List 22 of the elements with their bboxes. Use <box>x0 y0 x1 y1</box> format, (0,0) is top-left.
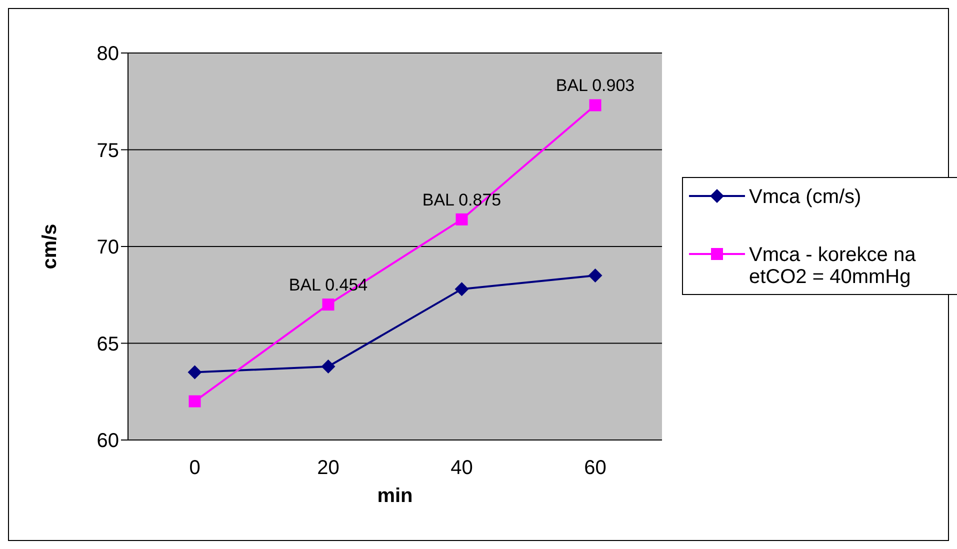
point <box>589 99 602 112</box>
y-axis-title: cm/s <box>39 224 62 270</box>
y-tick-label: 70 <box>96 236 119 259</box>
y-tick-label: 65 <box>96 333 119 356</box>
y-tick-label: 75 <box>96 140 119 162</box>
x-tick-label: 0 <box>189 457 200 480</box>
x-axis-title: min <box>377 485 413 507</box>
point <box>588 268 602 283</box>
point <box>188 395 201 408</box>
legend-label: Vmca - korekce na etCO2 = 40mmHg <box>749 244 917 288</box>
point <box>454 282 469 296</box>
point <box>321 359 336 374</box>
point <box>456 213 468 226</box>
legend-label: Vmca (cm/s) <box>749 186 862 208</box>
annotation: BAL 0.903 <box>556 76 635 96</box>
x-tick-label: 40 <box>450 457 473 480</box>
point <box>188 365 202 380</box>
x-tick-label: 60 <box>584 457 606 480</box>
point <box>322 298 334 311</box>
y-tick-label: 80 <box>96 43 119 66</box>
y-tick-label: 60 <box>96 430 119 452</box>
x-tick-label: 20 <box>317 457 340 480</box>
